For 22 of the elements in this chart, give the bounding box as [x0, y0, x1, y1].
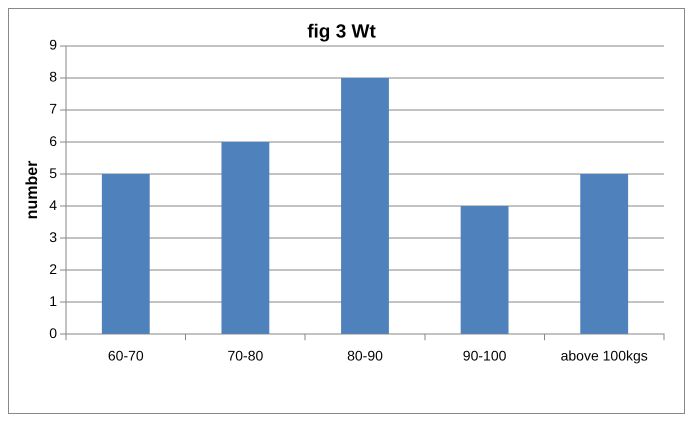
y-tick-label: 4 — [49, 196, 58, 213]
x-tick-label: above 100kgs — [560, 347, 648, 364]
bar — [580, 174, 628, 334]
x-tick-label: 60-70 — [108, 347, 144, 364]
y-tick-label: 1 — [49, 293, 58, 310]
y-tick-label: 6 — [49, 132, 58, 149]
y-tick-label: 3 — [49, 228, 58, 245]
bar — [460, 206, 509, 334]
x-tick-label: 80-90 — [347, 347, 384, 364]
y-tick-label: 8 — [49, 68, 58, 85]
chart-title: fig 3 Wt — [307, 22, 376, 43]
y-tick-label: 9 — [49, 36, 58, 53]
y-axis-title: number — [24, 160, 42, 220]
x-tick-label: 70-80 — [227, 347, 264, 364]
bar — [221, 142, 270, 334]
bar — [102, 174, 150, 334]
bar — [341, 78, 389, 334]
y-tick-label: 2 — [49, 260, 58, 277]
y-tick-label: 5 — [49, 164, 58, 181]
y-tick-label: 0 — [49, 325, 58, 342]
x-tick-label: 90-100 — [462, 347, 507, 364]
y-tick-label: 7 — [49, 100, 58, 117]
